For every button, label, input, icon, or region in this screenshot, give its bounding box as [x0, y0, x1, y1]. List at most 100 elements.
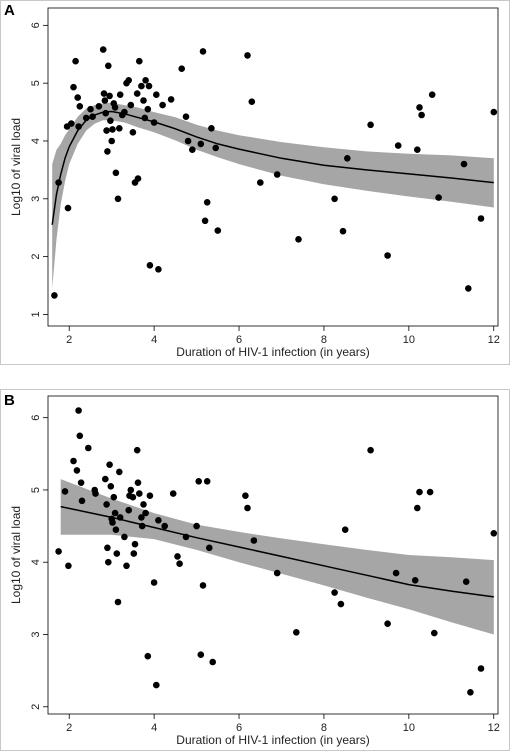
- panel-b-data-point-73: [426, 488, 434, 496]
- panel-b-data-point-72: [416, 488, 423, 496]
- panel-a-data-point-38: [133, 90, 141, 97]
- panel-a-data-point-61: [208, 125, 215, 132]
- panel-a-data-point-35: [127, 101, 135, 109]
- panel-a-data-point-54: [182, 113, 190, 120]
- panel-b-data-point-39: [138, 522, 146, 530]
- panel-b-data-point-2: [65, 562, 72, 570]
- panel-a-data-point-76: [416, 104, 423, 111]
- panel-b-data-point-56: [203, 478, 211, 485]
- panel-b-data-point-53: [195, 478, 202, 485]
- panel-b-data-point-68: [384, 620, 391, 627]
- panel-b-data-point-15: [105, 558, 112, 566]
- panel-a-data-point-40: [136, 57, 143, 65]
- panel-b-data-point-57: [206, 544, 213, 552]
- panel-a-data-point-36: [129, 129, 137, 136]
- panel-a-y-tick-label-4: 5: [30, 80, 42, 86]
- panel-a-data-point-12: [89, 113, 96, 120]
- panel-b-data-point-36: [134, 479, 142, 487]
- panel-a-x-tick-label-5: 12: [488, 334, 500, 346]
- panel-a-data-point-39: [134, 175, 142, 182]
- panel-a-letter: A: [4, 2, 15, 19]
- panel-b-data-point-26: [116, 514, 124, 521]
- panel-a-data-point-26: [111, 104, 119, 111]
- panel-a-data-point-34: [125, 77, 132, 84]
- panel-b-data-point-64: [331, 589, 338, 596]
- panel-a-data-point-48: [150, 119, 158, 126]
- panel-a-data-point-83: [490, 108, 498, 116]
- panel-b-data-point-45: [153, 681, 160, 689]
- panel-b-data-point-12: [102, 475, 109, 483]
- panel-a-data-point-10: [82, 114, 90, 122]
- panel-b-data-point-32: [129, 493, 137, 501]
- panel-b-y-tick-label-2: 4: [30, 559, 42, 565]
- panel-b-data-point-55: [199, 582, 207, 589]
- panel-b-data-point-50: [176, 560, 183, 567]
- panel-a-data-point-77: [418, 111, 425, 119]
- panel-b-data-point-0: [55, 548, 62, 555]
- panel-b-x-tick-label-5: 12: [488, 722, 500, 734]
- panel-b-data-point-20: [110, 493, 118, 501]
- panel-a-x-tick-label-1: 4: [151, 334, 157, 346]
- panel-a-data-point-13: [95, 103, 103, 110]
- panel-b-data-point-35: [133, 446, 141, 454]
- panel-b-data-point-61: [250, 537, 258, 544]
- panel-a-data-point-70: [339, 227, 347, 235]
- panel-a-x-tick-label-0: 2: [66, 334, 72, 346]
- panel-b-data-point-1: [61, 488, 69, 495]
- panel-b-x-tick-label-2: 6: [236, 722, 242, 734]
- panel-a-data-point-62: [212, 144, 219, 152]
- panel-b-y-tick-label-0: 2: [30, 704, 42, 710]
- panel-b-data-point-77: [477, 665, 485, 672]
- panel-a-data-point-18: [103, 127, 110, 134]
- panel-b-data-point-7: [77, 479, 85, 487]
- panel-b-data-point-38: [138, 514, 145, 521]
- panel-b-data-point-25: [116, 468, 123, 476]
- panel-a-data-point-24: [109, 126, 116, 133]
- panel-b-data-point-66: [341, 526, 349, 533]
- panel-a-data-point-55: [184, 137, 192, 145]
- panel-a-data-point-45: [144, 105, 152, 113]
- panel-a-data-point-23: [108, 137, 115, 145]
- panel-b-data-point-46: [155, 517, 162, 524]
- panel-b-data-point-74: [431, 629, 438, 637]
- panel-b-data-point-6: [76, 432, 84, 440]
- panel-b-points: [55, 407, 498, 696]
- panel-a-y-tick-label-0: 1: [30, 311, 42, 317]
- panel-a-data-point-66: [257, 179, 264, 186]
- panel-a-data-point-78: [428, 91, 436, 98]
- panel-b-data-point-52: [193, 522, 200, 530]
- panel-a-data-point-72: [367, 121, 374, 129]
- panel-b-data-point-11: [92, 490, 99, 497]
- panel-a-data-point-4: [68, 120, 75, 127]
- panel-b-x-tick-label-0: 2: [66, 722, 72, 734]
- panel-b-data-point-4: [73, 467, 81, 474]
- panel-a-data-point-21: [106, 92, 113, 100]
- panel-a-data-point-42: [140, 97, 147, 104]
- panel-b-y-tick-label-4: 6: [30, 415, 42, 421]
- panel-a-y-tick-label-5: 6: [30, 22, 42, 28]
- panel-b-data-point-58: [209, 658, 216, 666]
- panel-a-data-point-1: [55, 179, 62, 186]
- panel-b-data-point-19: [109, 519, 116, 526]
- panel-a-data-point-75: [414, 146, 421, 153]
- panel-a-fit-layer: [51, 110, 494, 225]
- panel-b-data-point-27: [121, 533, 128, 541]
- panel-b-data-point-22: [112, 526, 120, 533]
- panel-b-data-point-69: [392, 569, 400, 577]
- panel-a-data-point-52: [167, 96, 175, 103]
- panel-a-data-point-60: [203, 199, 211, 206]
- panel-b-plot-area: [47, 395, 499, 715]
- panel-a-y-tick-label-1: 2: [30, 254, 42, 260]
- panel-a-y-axis-label: Log10 of viral load: [9, 118, 23, 216]
- panel-b-data-point-44: [150, 579, 158, 586]
- panel-a-data-point-43: [141, 114, 149, 122]
- panel-a-data-point-20: [105, 62, 112, 70]
- panel-a-y-tick-label-2: 3: [30, 196, 42, 202]
- panel-b-data-point-75: [462, 578, 470, 585]
- panel-a-data-point-82: [477, 215, 485, 222]
- panel-a-data-point-30: [116, 91, 124, 98]
- panel-b-data-point-62: [273, 569, 281, 577]
- panel-a-band-layer: [52, 102, 494, 289]
